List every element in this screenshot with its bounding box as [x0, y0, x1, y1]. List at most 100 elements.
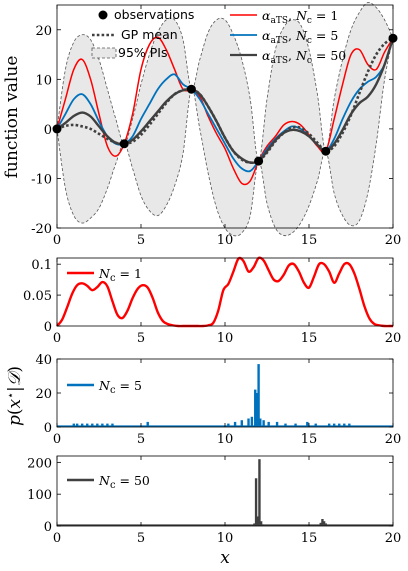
x-tick-label: 15 — [301, 331, 318, 346]
y-tick-label: 0 — [44, 320, 52, 335]
x-tick-label: 5 — [137, 331, 145, 346]
density-nc5-bar — [327, 423, 331, 427]
density-nc50-bar — [259, 521, 263, 526]
density-nc5-bar — [111, 423, 114, 427]
density-nc5-bar — [275, 421, 279, 427]
x-tick-label: 5 — [137, 531, 145, 546]
density-nc50-bar — [321, 519, 324, 526]
x-tick-label: 15 — [301, 233, 318, 248]
x-tick-label: 10 — [217, 233, 234, 248]
y-tick-label: 100 — [27, 488, 52, 503]
observation-point — [186, 84, 196, 94]
density-nc5-bar — [86, 423, 89, 427]
density-panel-nc5: 0 5 10 15 20 0 20 40 Nc = 5 p(x⋆|𝒟) — [4, 353, 401, 447]
nc1-line — [56, 36, 394, 186]
density-nc5-bar — [250, 416, 254, 427]
density-nc5-bar — [227, 423, 230, 427]
legend-density-nc1-label: Nc = 1 — [98, 266, 142, 284]
x-tick-label: 0 — [53, 531, 61, 546]
density-ylabel: p(x⋆|𝒟) — [4, 366, 25, 426]
density-nc5-bar — [91, 423, 94, 427]
y-tick-label: 20 — [35, 387, 52, 402]
density-nc5-bar — [262, 420, 265, 427]
y-tick-label: -20 — [31, 222, 52, 237]
x-tick-label: 0 — [53, 432, 61, 447]
density-nc5-bar — [259, 418, 262, 427]
y-tick-label: 40 — [35, 353, 52, 368]
x-tick-label: 10 — [217, 432, 234, 447]
y-tick-label: -10 — [31, 172, 52, 187]
density-nc5-bar — [81, 423, 84, 427]
density-nc5-bar — [267, 421, 270, 427]
nc50-line — [56, 37, 395, 164]
density-nc5-bar — [233, 421, 237, 427]
density-panel-nc50-frame — [56, 455, 394, 527]
x-tick-label: 10 — [217, 531, 234, 546]
density-nc5-bar — [294, 423, 297, 427]
x-axis-label: x — [220, 548, 230, 568]
x-tick-label: 20 — [385, 233, 402, 248]
density-panel-nc1: 0 5 10 15 20 0 0.05 0.1 Nc = 1 — [23, 256, 402, 346]
density-panel-nc5-frame — [56, 358, 394, 428]
y-tick-label: 0 — [44, 421, 52, 436]
density-nc5-bar — [101, 423, 104, 427]
legend-nc50-label: αaTS, Nc = 50 — [262, 48, 346, 66]
observation-point — [119, 139, 129, 149]
density-nc50-bar — [258, 459, 261, 526]
observation-point — [254, 156, 264, 166]
density-nc5-bar — [306, 421, 309, 427]
density-nc5-bar — [75, 423, 79, 427]
function-panel-legend: observations GP mean 95% PIs αaTS, Nc = … — [91, 7, 346, 66]
observation-point — [321, 146, 331, 156]
legend-observations-label: observations — [114, 7, 194, 22]
y-tick-label: 20 — [35, 24, 52, 39]
density-nc5-bar — [348, 423, 351, 427]
density-nc5-bar — [338, 423, 341, 427]
y-tick-label: 0.1 — [31, 258, 52, 273]
density-nc5-bar — [343, 423, 346, 427]
legend-density-nc5-label: Nc = 5 — [98, 378, 142, 396]
y-tick-label: 0.05 — [23, 289, 52, 304]
legend-pi95-swatch — [91, 47, 117, 59]
density-nc5-bar — [257, 364, 260, 427]
function-panel: 0 5 10 15 20 -20 -10 0 10 20 function value obse… — [2, 1, 402, 248]
legend-density-nc50-label: Nc = 50 — [98, 473, 150, 491]
x-tick-label: 5 — [137, 432, 145, 447]
density-panel-nc50: 0 5 10 15 20 0 100 200 Nc = 50 x — [27, 455, 402, 568]
x-tick-label: 15 — [301, 531, 318, 546]
legend-pi95-label: 95% PIs — [118, 45, 168, 60]
density-nc50-bar — [256, 516, 259, 526]
x-tick-label: 20 — [385, 531, 402, 546]
y-tick-label: 0 — [44, 520, 52, 535]
function-panel-ylabel: function value — [2, 56, 22, 179]
density-nc5-bar — [333, 423, 336, 427]
density-nc5-bar — [106, 423, 109, 427]
legend-observations-marker — [98, 10, 108, 20]
legend-nc5-label: αaTS, Nc = 5 — [262, 28, 338, 46]
density-nc5-bar — [255, 393, 259, 427]
legend-nc1-label: αaTS, Nc = 1 — [262, 8, 338, 26]
x-tick-label: 5 — [137, 233, 145, 248]
density-nc1-line — [56, 256, 393, 328]
density-nc5-bar — [247, 418, 250, 427]
density-nc5-bar — [314, 423, 317, 427]
density-nc5-bar — [146, 421, 149, 427]
density-nc5-bar — [96, 423, 99, 427]
x-tick-label: 20 — [385, 331, 402, 346]
x-tick-label: 15 — [301, 432, 318, 447]
density-nc50-bar — [254, 478, 258, 526]
x-tick-label: 10 — [217, 331, 234, 346]
density-nc5-bar — [72, 423, 75, 427]
density-nc5-bar — [240, 420, 243, 427]
x-tick-label: 20 — [385, 432, 402, 447]
y-tick-label: 10 — [35, 73, 52, 88]
density-nc5-bar — [284, 423, 287, 427]
legend-gp-mean-label: GP mean — [121, 27, 178, 42]
y-tick-label: 0 — [44, 123, 52, 138]
density-nc50-bar — [322, 521, 326, 526]
x-tick-label: 0 — [53, 331, 61, 346]
x-tick-label: 0 — [53, 233, 61, 248]
density-nc5-bar — [254, 389, 257, 427]
y-tick-label: 200 — [27, 456, 52, 471]
